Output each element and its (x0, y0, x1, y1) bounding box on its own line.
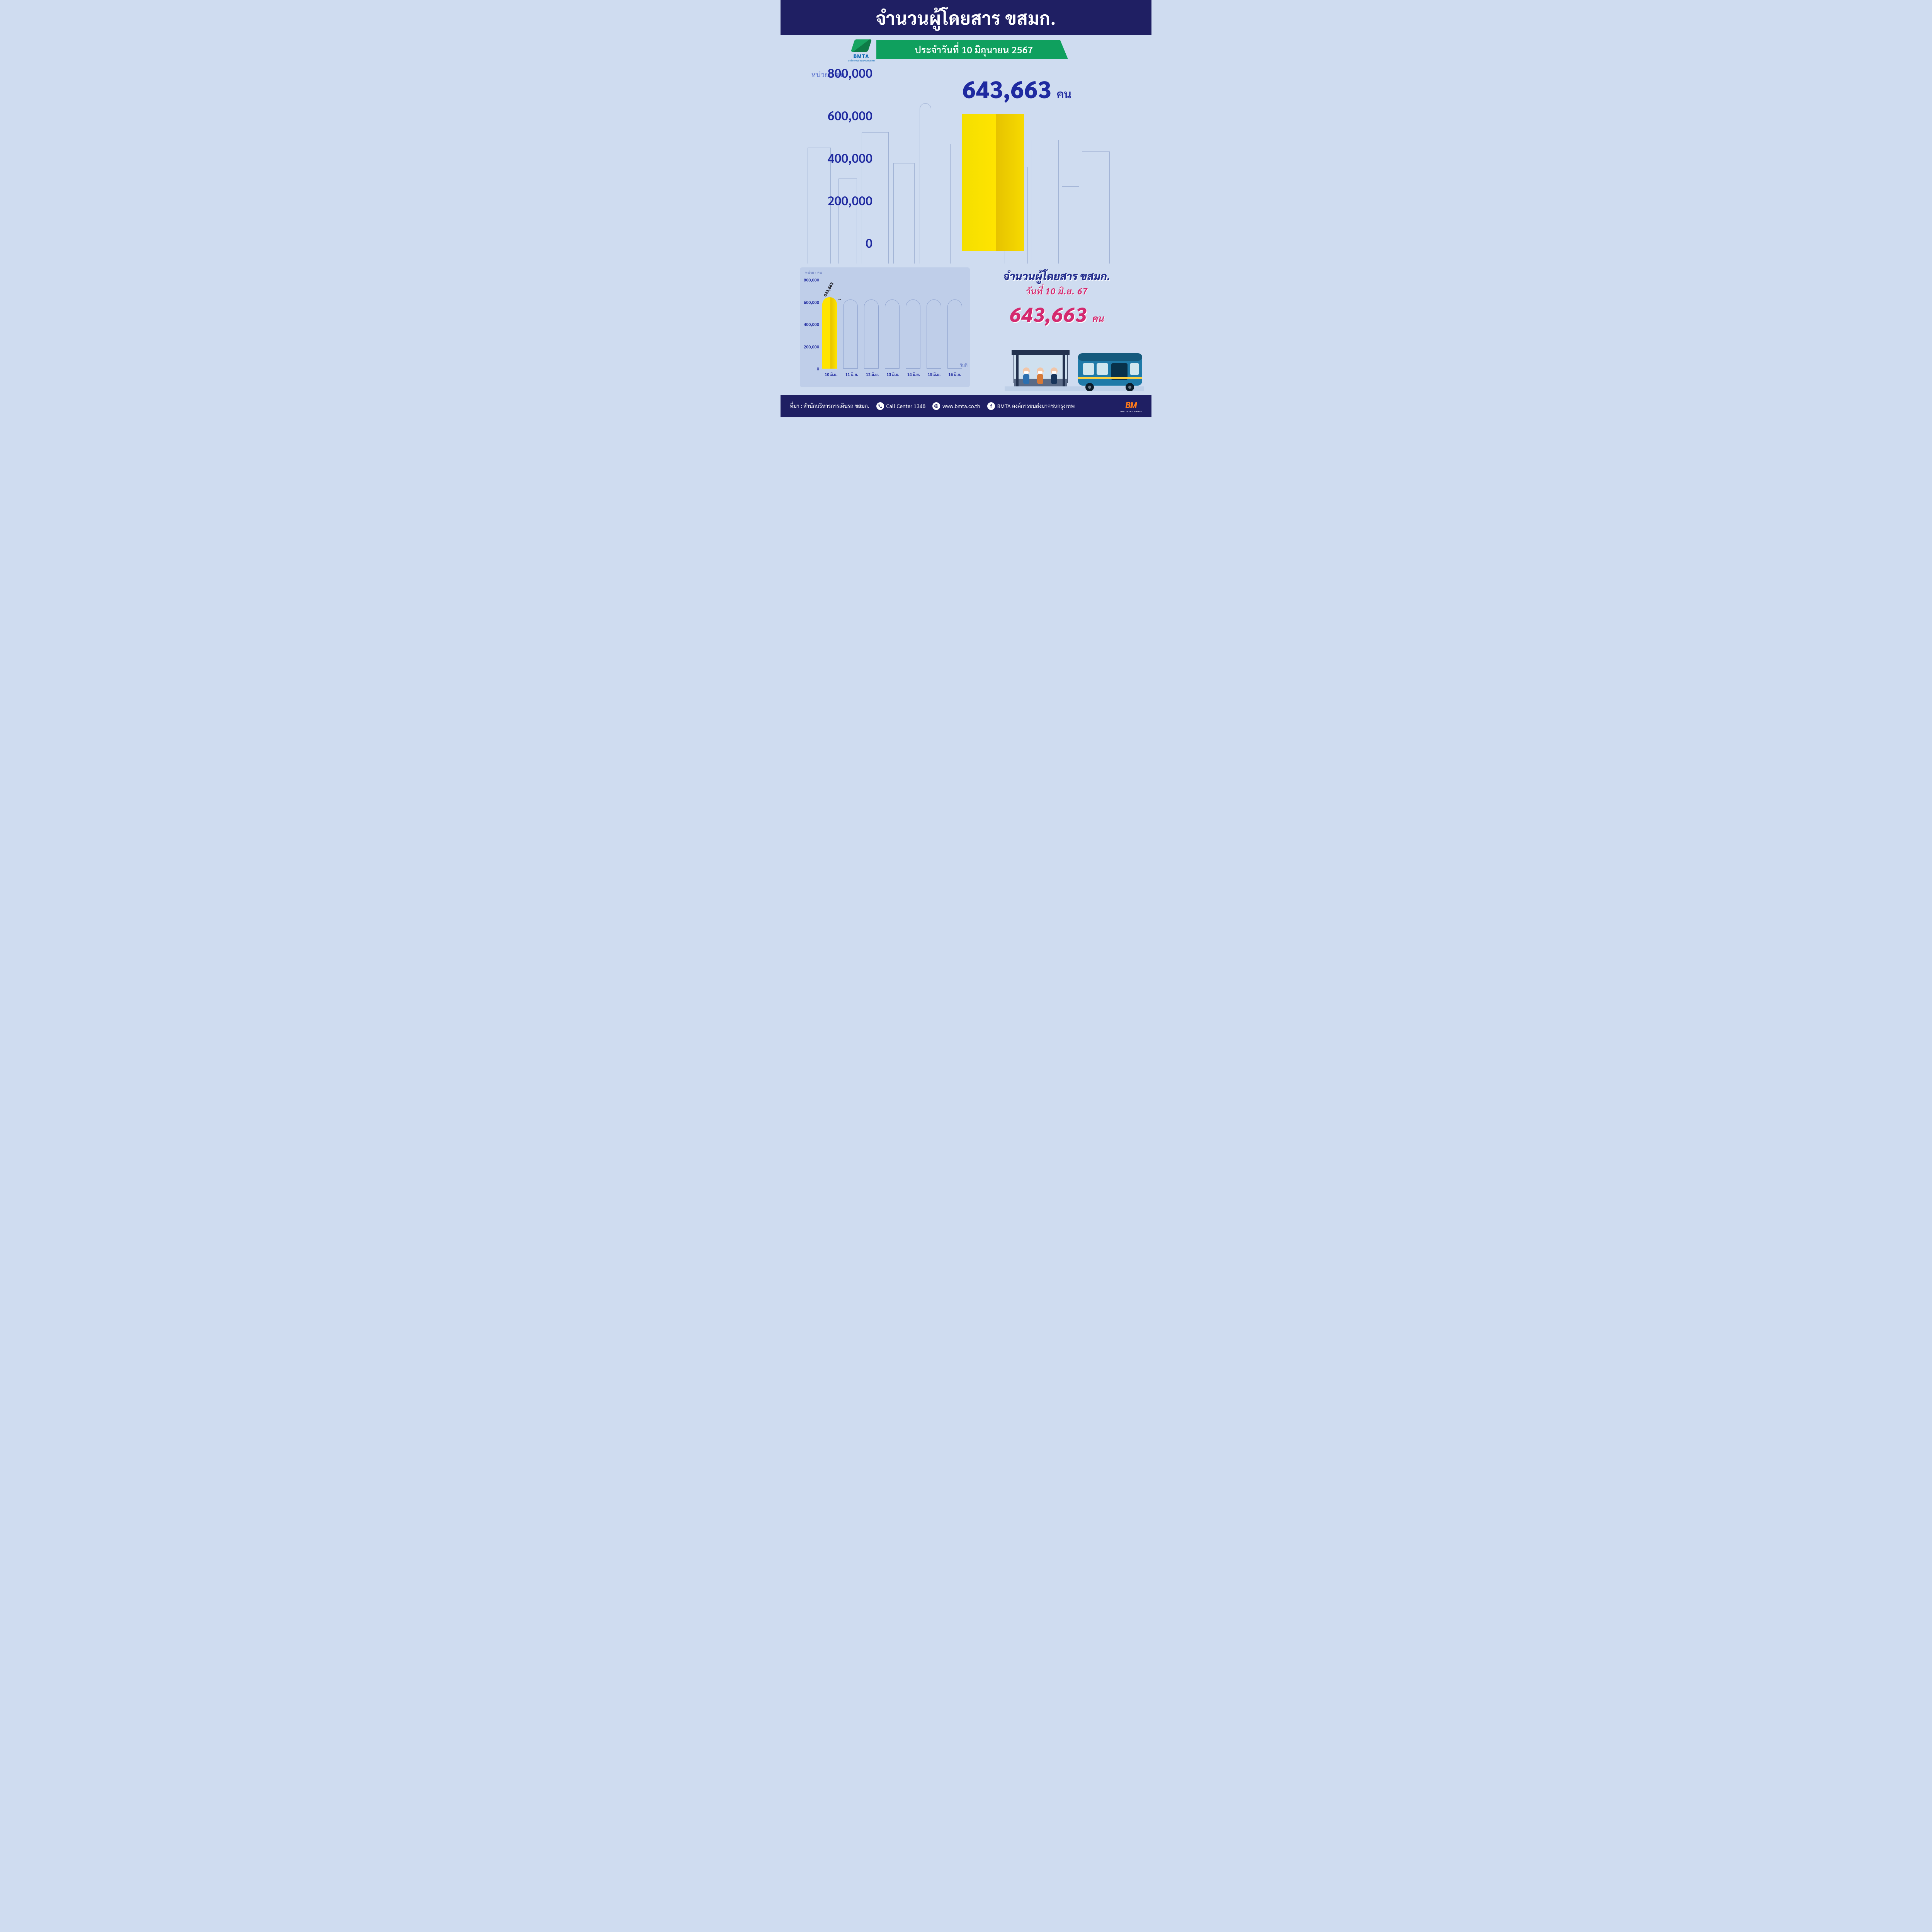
weekly-chart-plot: 800,000 600,000 400,000 200,000 0 643,66… (821, 280, 965, 369)
weekly-ytick: 800,000 (802, 277, 819, 283)
arrow-right-icon: → (837, 296, 842, 303)
footer-call-center-text: Call Center 1348 (886, 403, 926, 410)
footer-source: ที่มา : สำนักบริหารการเดินรถ ขสมก. (790, 403, 869, 410)
summary-title: จำนวนผู้โดยสาร ขสมก. (978, 269, 1136, 283)
globe-icon (932, 402, 940, 410)
infographic-page: จำนวนผู้โดยสาร ขสมก. BMTA องค์การขนส่งมว… (781, 0, 1151, 417)
weekly-bar (885, 299, 900, 369)
phone-icon (876, 402, 884, 410)
weekly-x-label: 15 มิ.ย. (925, 372, 943, 377)
footer-logo-subtext: EMPOWER CHANGE (1120, 410, 1142, 413)
footer-website-text: www.bmta.co.th (942, 403, 980, 410)
footer-empower-logo: BM EMPOWER CHANGE (1120, 400, 1142, 413)
main-ytick: 800,000 (819, 65, 877, 81)
footer-website: www.bmta.co.th (932, 402, 980, 410)
weekly-x-axis-title: วันที่ (960, 362, 968, 368)
footer-facebook: f BMTA องค์การขนส่งมวลชนกรุงเทพ (987, 402, 1075, 410)
weekly-bar (864, 299, 879, 369)
weekly-ytick: 0 (802, 366, 819, 372)
weekly-x-labels: 10 มิ.ย. 11 มิ.ย. 12 มิ.ย. 13 มิ.ย. 14 ม… (821, 372, 965, 377)
weekly-bar: 643,663 → (822, 297, 837, 369)
weekly-ytick: 400,000 (802, 321, 819, 327)
footer-logo-text: BM (1125, 400, 1137, 410)
weekly-bar (906, 299, 920, 369)
weekly-ytick: 600,000 (802, 299, 819, 305)
weekly-x-label: 13 มิ.ย. (884, 372, 902, 377)
weekly-chart: หน่วย : คน 800,000 600,000 400,000 200,0… (800, 267, 970, 387)
main-chart-plot: 800,000 600,000 400,000 200,000 0 643,66… (819, 81, 1128, 251)
weekly-bar-value-label: 643,663 (822, 281, 835, 298)
summary-value: 643,663 (1009, 301, 1087, 327)
main-value-row: 643,663 คน (962, 73, 1071, 104)
header-bar: จำนวนผู้โดยสาร ขสมก. (781, 0, 1151, 35)
bmta-logo-text: BMTA (854, 53, 869, 60)
weekly-ytick: 200,000 (802, 344, 819, 349)
bus-stop-illustration (1005, 333, 1144, 391)
summary-date: วันที่ 10 มิ.ย. 67 (978, 286, 1136, 297)
footer-facebook-text: BMTA องค์การขนส่งมวลชนกรุงเทพ (997, 403, 1075, 410)
summary-value-unit: คน (1092, 312, 1104, 324)
weekly-x-label: 11 มิ.ย. (843, 372, 861, 377)
weekly-bar (843, 299, 858, 369)
bmta-logo: BMTA องค์การขนส่งมวลชนกรุงเทพ (846, 37, 876, 64)
main-bar (962, 114, 1024, 251)
main-ytick: 600,000 (819, 107, 877, 123)
weekly-x-label: 10 มิ.ย. (822, 372, 840, 377)
main-ytick: 200,000 (819, 192, 877, 208)
main-chart: หน่วย : คน 800,000 600,000 400,000 200,0… (781, 70, 1151, 279)
weekly-x-label: 16 มิ.ย. (946, 372, 964, 377)
date-ribbon: ประจำวันที่ 10 มิถุนายน 2567 (876, 40, 1068, 59)
weekly-bar (927, 299, 941, 369)
footer-bar: ที่มา : สำนักบริหารการเดินรถ ขสมก. Call … (781, 395, 1151, 417)
main-ytick: 0 (819, 235, 877, 251)
main-value: 643,663 (962, 73, 1051, 104)
weekly-chart-unit-label: หน่วย : คน (805, 270, 822, 275)
summary-value-row: 643,663 คน (978, 301, 1136, 327)
bmta-logo-subtext: องค์การขนส่งมวลชนกรุงเทพ (848, 60, 875, 62)
main-value-unit: คน (1057, 86, 1071, 101)
summary-panel: จำนวนผู้โดยสาร ขสมก. วันที่ 10 มิ.ย. 67 … (978, 267, 1136, 387)
weekly-bar (947, 299, 962, 369)
weekly-x-label: 14 มิ.ย. (905, 372, 922, 377)
weekly-x-label: 12 มิ.ย. (864, 372, 881, 377)
lower-section: หน่วย : คน 800,000 600,000 400,000 200,0… (781, 267, 1151, 395)
bmta-logo-mark (851, 39, 872, 52)
main-ytick: 400,000 (819, 150, 877, 166)
page-title: จำนวนผู้โดยสาร ขสมก. (876, 6, 1056, 29)
date-ribbon-row: ประจำวันที่ 10 มิถุนายน 2567 (781, 40, 1151, 59)
footer-call-center: Call Center 1348 (876, 402, 926, 410)
facebook-icon: f (987, 402, 995, 410)
